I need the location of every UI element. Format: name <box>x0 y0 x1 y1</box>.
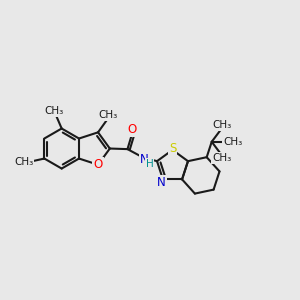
Text: CH₃: CH₃ <box>99 110 118 120</box>
Text: N: N <box>157 176 166 189</box>
Text: S: S <box>169 142 176 155</box>
Text: N: N <box>140 153 148 166</box>
Text: H: H <box>146 159 154 169</box>
Text: CH₃: CH₃ <box>223 137 242 147</box>
Text: O: O <box>93 158 103 171</box>
Text: CH₃: CH₃ <box>44 106 64 116</box>
Text: CH₃: CH₃ <box>212 153 232 163</box>
Text: CH₃: CH₃ <box>14 157 33 167</box>
Text: O: O <box>127 123 136 136</box>
Text: CH₃: CH₃ <box>212 120 232 130</box>
